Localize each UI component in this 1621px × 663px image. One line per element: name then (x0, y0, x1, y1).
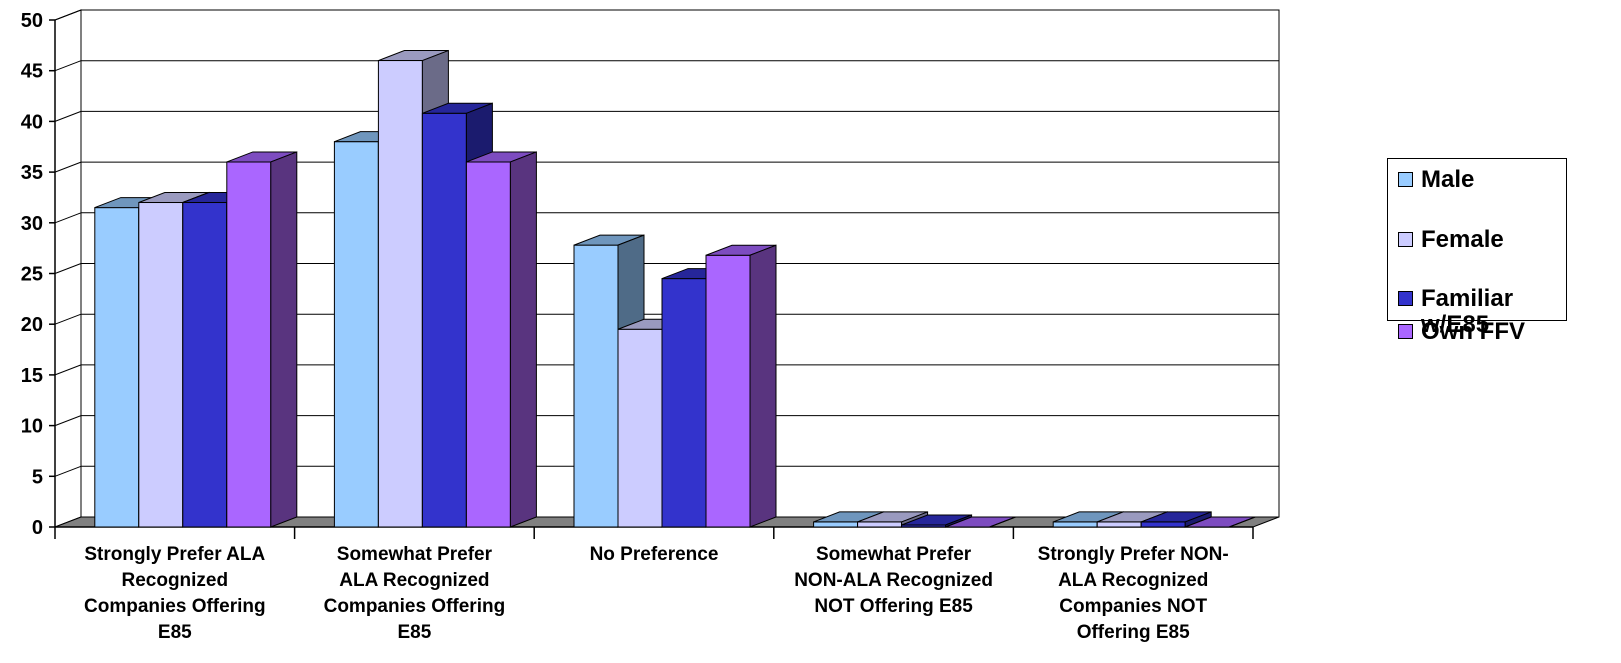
bar-side (509, 151, 537, 528)
legend-label-female: Female (1421, 226, 1504, 253)
y-tick-label: 35 (21, 162, 43, 184)
y-tick-label: 30 (21, 213, 43, 235)
bar (901, 514, 973, 528)
bar (226, 151, 298, 528)
x-tick-label: Somewhat Prefer ALA Recognized Companies O… (324, 544, 506, 643)
bar-side (749, 244, 777, 528)
y-tick-label: 5 (32, 466, 43, 488)
y-tick-label: 0 (32, 517, 43, 539)
legend-swatch-male (1398, 172, 1413, 187)
gridline-side (54, 415, 82, 427)
gridline-side (54, 60, 82, 72)
bar (705, 244, 777, 528)
legend-swatch-female (1398, 232, 1413, 247)
y-tick-label: 10 (21, 416, 43, 438)
gridline-side (54, 364, 82, 376)
bar (465, 151, 537, 528)
y-tick-label: 50 (21, 10, 43, 32)
x-tick-label: No Preference (590, 544, 719, 565)
bar-front (465, 161, 511, 528)
y-tick-label: 25 (21, 264, 43, 286)
x-tick-label: Strongly Prefer ALA Recognized Companies O… (84, 544, 266, 643)
bar-front (138, 202, 184, 528)
gridline-side (54, 161, 82, 173)
y-tick-label: 40 (21, 111, 43, 133)
x-tick-label: Somewhat Prefer NON-ALA Recognized NOT Off… (794, 544, 993, 617)
bar-front (573, 244, 619, 528)
legend-label-familiar: Familiar w/E85 (1421, 285, 1514, 338)
bar-side (1229, 516, 1256, 528)
bar-front (1052, 521, 1098, 528)
legend-swatch-own-ffv (1398, 324, 1413, 339)
bar (945, 516, 1016, 528)
bar-front (661, 278, 707, 528)
tick-labels: 0 5 10 15 20 25 30 35 40 45 50 Strongly Prefer ALA R… (21, 10, 1229, 643)
gridline-side (54, 465, 82, 477)
bar-side (989, 516, 1016, 528)
bar (1140, 511, 1212, 528)
legend-label-male: Male (1421, 166, 1475, 193)
legend-label-own-ffv: Own FFV (1421, 318, 1525, 345)
gridline-side (54, 263, 82, 274)
bar (1185, 516, 1256, 528)
y-tick-label: 45 (21, 61, 43, 83)
bar-front (617, 328, 663, 528)
gridline-side (54, 110, 82, 122)
bar-side (270, 151, 298, 528)
legend-item-own-ffv: Own FFV (1398, 319, 1561, 345)
legend: Male Female Familiar w/E85 Own FFV (1387, 158, 1567, 345)
gridline-side (54, 212, 82, 224)
bar-front (333, 141, 379, 528)
bar-front (705, 254, 751, 528)
legend-swatch-familiar (1398, 291, 1413, 306)
gridline-side (54, 9, 82, 21)
bar-front (1096, 521, 1142, 528)
bars (94, 49, 1256, 528)
bar-front (421, 112, 467, 528)
bar-front (94, 207, 140, 528)
bar-front (857, 521, 903, 528)
gridline-side (54, 313, 82, 325)
x-tick-label: Strongly Prefer NON-ALA Recognized Compan… (1038, 544, 1229, 643)
legend-item-familiar: Familiar w/E85 (1398, 286, 1561, 338)
bar-front (226, 161, 272, 528)
legend-item-female: Female (1398, 227, 1561, 253)
bar-front (1140, 521, 1186, 528)
legend-item-male: Male (1398, 167, 1561, 193)
bar-front (813, 521, 859, 528)
y-tick-label: 20 (21, 314, 43, 336)
y-tick-label: 15 (21, 365, 43, 387)
bar-front (182, 202, 228, 528)
bar-front (377, 60, 423, 528)
